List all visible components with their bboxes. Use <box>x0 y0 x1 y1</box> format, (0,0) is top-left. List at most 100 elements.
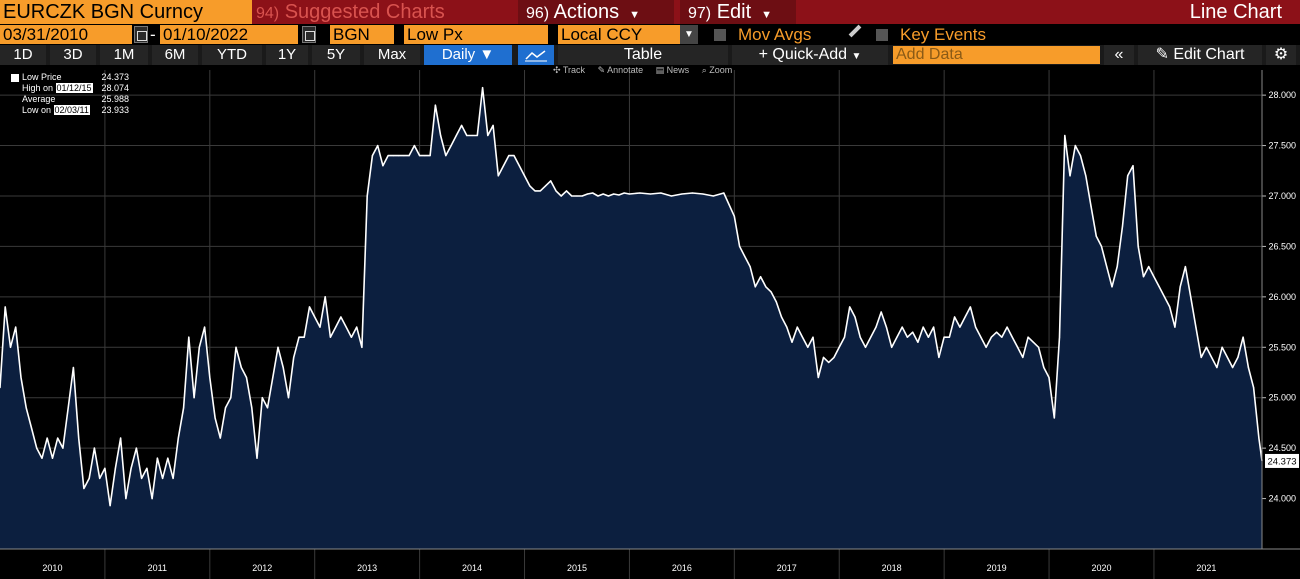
data-point <box>1247 366 1249 369</box>
collapse-icon[interactable]: « <box>1104 45 1134 65</box>
data-point <box>319 326 321 328</box>
data-point <box>723 192 725 194</box>
data-point <box>46 437 48 439</box>
period-5y[interactable]: 5Y <box>312 45 360 65</box>
data-point <box>550 180 552 182</box>
key-events-label[interactable]: Key Events <box>900 25 986 44</box>
suggested-charts-menu[interactable]: 94) Suggested Charts <box>256 0 510 24</box>
data-point <box>529 185 531 187</box>
period-3d[interactable]: 3D <box>50 45 96 65</box>
calendar-icon[interactable] <box>302 26 316 43</box>
data-point <box>833 356 835 358</box>
data-point <box>1100 245 1103 248</box>
table-button[interactable]: Table <box>558 45 728 65</box>
legend-row-low-price[interactable]: Low Price 24.373 <box>5 72 129 83</box>
data-point <box>109 505 111 507</box>
frequency-select[interactable]: Daily ▼ <box>424 45 512 65</box>
data-point <box>1022 356 1024 358</box>
line-chart-icon[interactable] <box>518 45 554 65</box>
data-point <box>466 134 468 137</box>
calendar-icon[interactable] <box>134 26 148 43</box>
data-point <box>371 155 374 157</box>
data-point <box>151 497 153 500</box>
data-point <box>1058 336 1061 338</box>
data-point <box>130 467 132 469</box>
period-6m[interactable]: 6M <box>152 45 198 65</box>
data-point <box>964 316 966 318</box>
data-point <box>382 165 384 167</box>
edit-num: 97) <box>688 5 712 22</box>
data-point <box>1016 346 1019 348</box>
data-point <box>1226 356 1228 358</box>
edit-menu[interactable]: 97) Edit ▼ <box>680 0 796 24</box>
data-point <box>266 407 269 409</box>
period-1m[interactable]: 1M <box>100 45 148 65</box>
data-point <box>602 193 604 195</box>
chevron-down-icon[interactable]: ▼ <box>680 25 698 44</box>
period-1y[interactable]: 1Y <box>266 45 308 65</box>
mov-avgs-checkbox[interactable] <box>714 29 726 41</box>
news-tool[interactable]: ▤ News <box>655 65 690 75</box>
data-point <box>581 195 583 197</box>
period-1d[interactable]: 1D <box>0 45 46 65</box>
annotate-tool[interactable]: ✎ Annotate <box>597 65 644 75</box>
zoom-tool[interactable]: ⌕ Zoom <box>701 65 733 75</box>
data-point <box>1048 376 1050 379</box>
y-tick-label: 28.000 <box>1268 90 1296 100</box>
chart-kind-label[interactable]: Line Chart <box>1189 1 1282 23</box>
edit-label: Edit <box>716 1 752 23</box>
data-point <box>1169 306 1171 308</box>
key-events-checkbox[interactable] <box>876 29 888 41</box>
data-point <box>214 417 216 419</box>
data-point <box>450 144 452 147</box>
data-point <box>314 316 316 318</box>
currency-field[interactable]: Local CCY <box>558 25 680 44</box>
y-tick-label: 25.500 <box>1268 342 1296 352</box>
data-point <box>335 326 337 328</box>
suggested-num: 94) <box>256 5 280 22</box>
data-point <box>1153 276 1155 278</box>
data-point <box>864 346 867 348</box>
data-point <box>560 195 562 197</box>
quick-add-button[interactable]: + Quick-Add ▼ <box>732 45 888 65</box>
chevron-down-icon: ▼ <box>761 9 773 21</box>
legend-value: 23.933 <box>101 105 129 115</box>
security-ticker[interactable]: EURCZK BGN Curncy <box>0 0 252 24</box>
edit-chart-button[interactable]: ✎ Edit Chart <box>1138 45 1262 65</box>
add-data-input[interactable]: Add Data <box>893 46 1100 64</box>
data-point <box>702 193 704 195</box>
end-date-field[interactable]: 01/10/2022 <box>160 25 298 44</box>
data-point <box>1200 356 1202 358</box>
legend-date: 02/03/11 <box>53 105 90 115</box>
track-tool[interactable]: ✣ Track <box>553 65 586 75</box>
data-point <box>508 155 510 157</box>
start-date-field[interactable]: 03/31/2010 <box>0 25 132 44</box>
data-point <box>177 437 179 439</box>
data-point <box>870 336 872 338</box>
price-field[interactable]: Low Px <box>404 25 548 44</box>
y-tick-label: 25.000 <box>1268 393 1296 403</box>
data-point <box>398 155 400 157</box>
data-point <box>434 104 436 106</box>
data-point <box>135 447 137 449</box>
data-point <box>607 195 610 197</box>
period-ytd[interactable]: YTD <box>202 45 262 65</box>
data-point <box>41 457 43 459</box>
data-point <box>408 155 410 157</box>
x-tick-label: 2021 <box>1196 563 1216 573</box>
actions-menu[interactable]: 96) Actions ▼ <box>518 0 674 24</box>
mov-avgs-label[interactable]: Mov Avgs <box>738 25 812 44</box>
data-point <box>927 336 930 338</box>
data-point <box>455 134 457 137</box>
data-point <box>251 407 253 409</box>
legend-row-high: High on 01/12/15 28.074 <box>5 83 129 94</box>
data-point <box>272 376 274 379</box>
source-field[interactable]: BGN <box>330 25 394 44</box>
data-point <box>1158 286 1160 288</box>
period-max[interactable]: Max <box>364 45 420 65</box>
data-point <box>1069 175 1071 177</box>
data-point <box>1232 366 1234 369</box>
gear-icon[interactable]: ⚙ <box>1266 45 1296 65</box>
data-point <box>172 477 174 479</box>
